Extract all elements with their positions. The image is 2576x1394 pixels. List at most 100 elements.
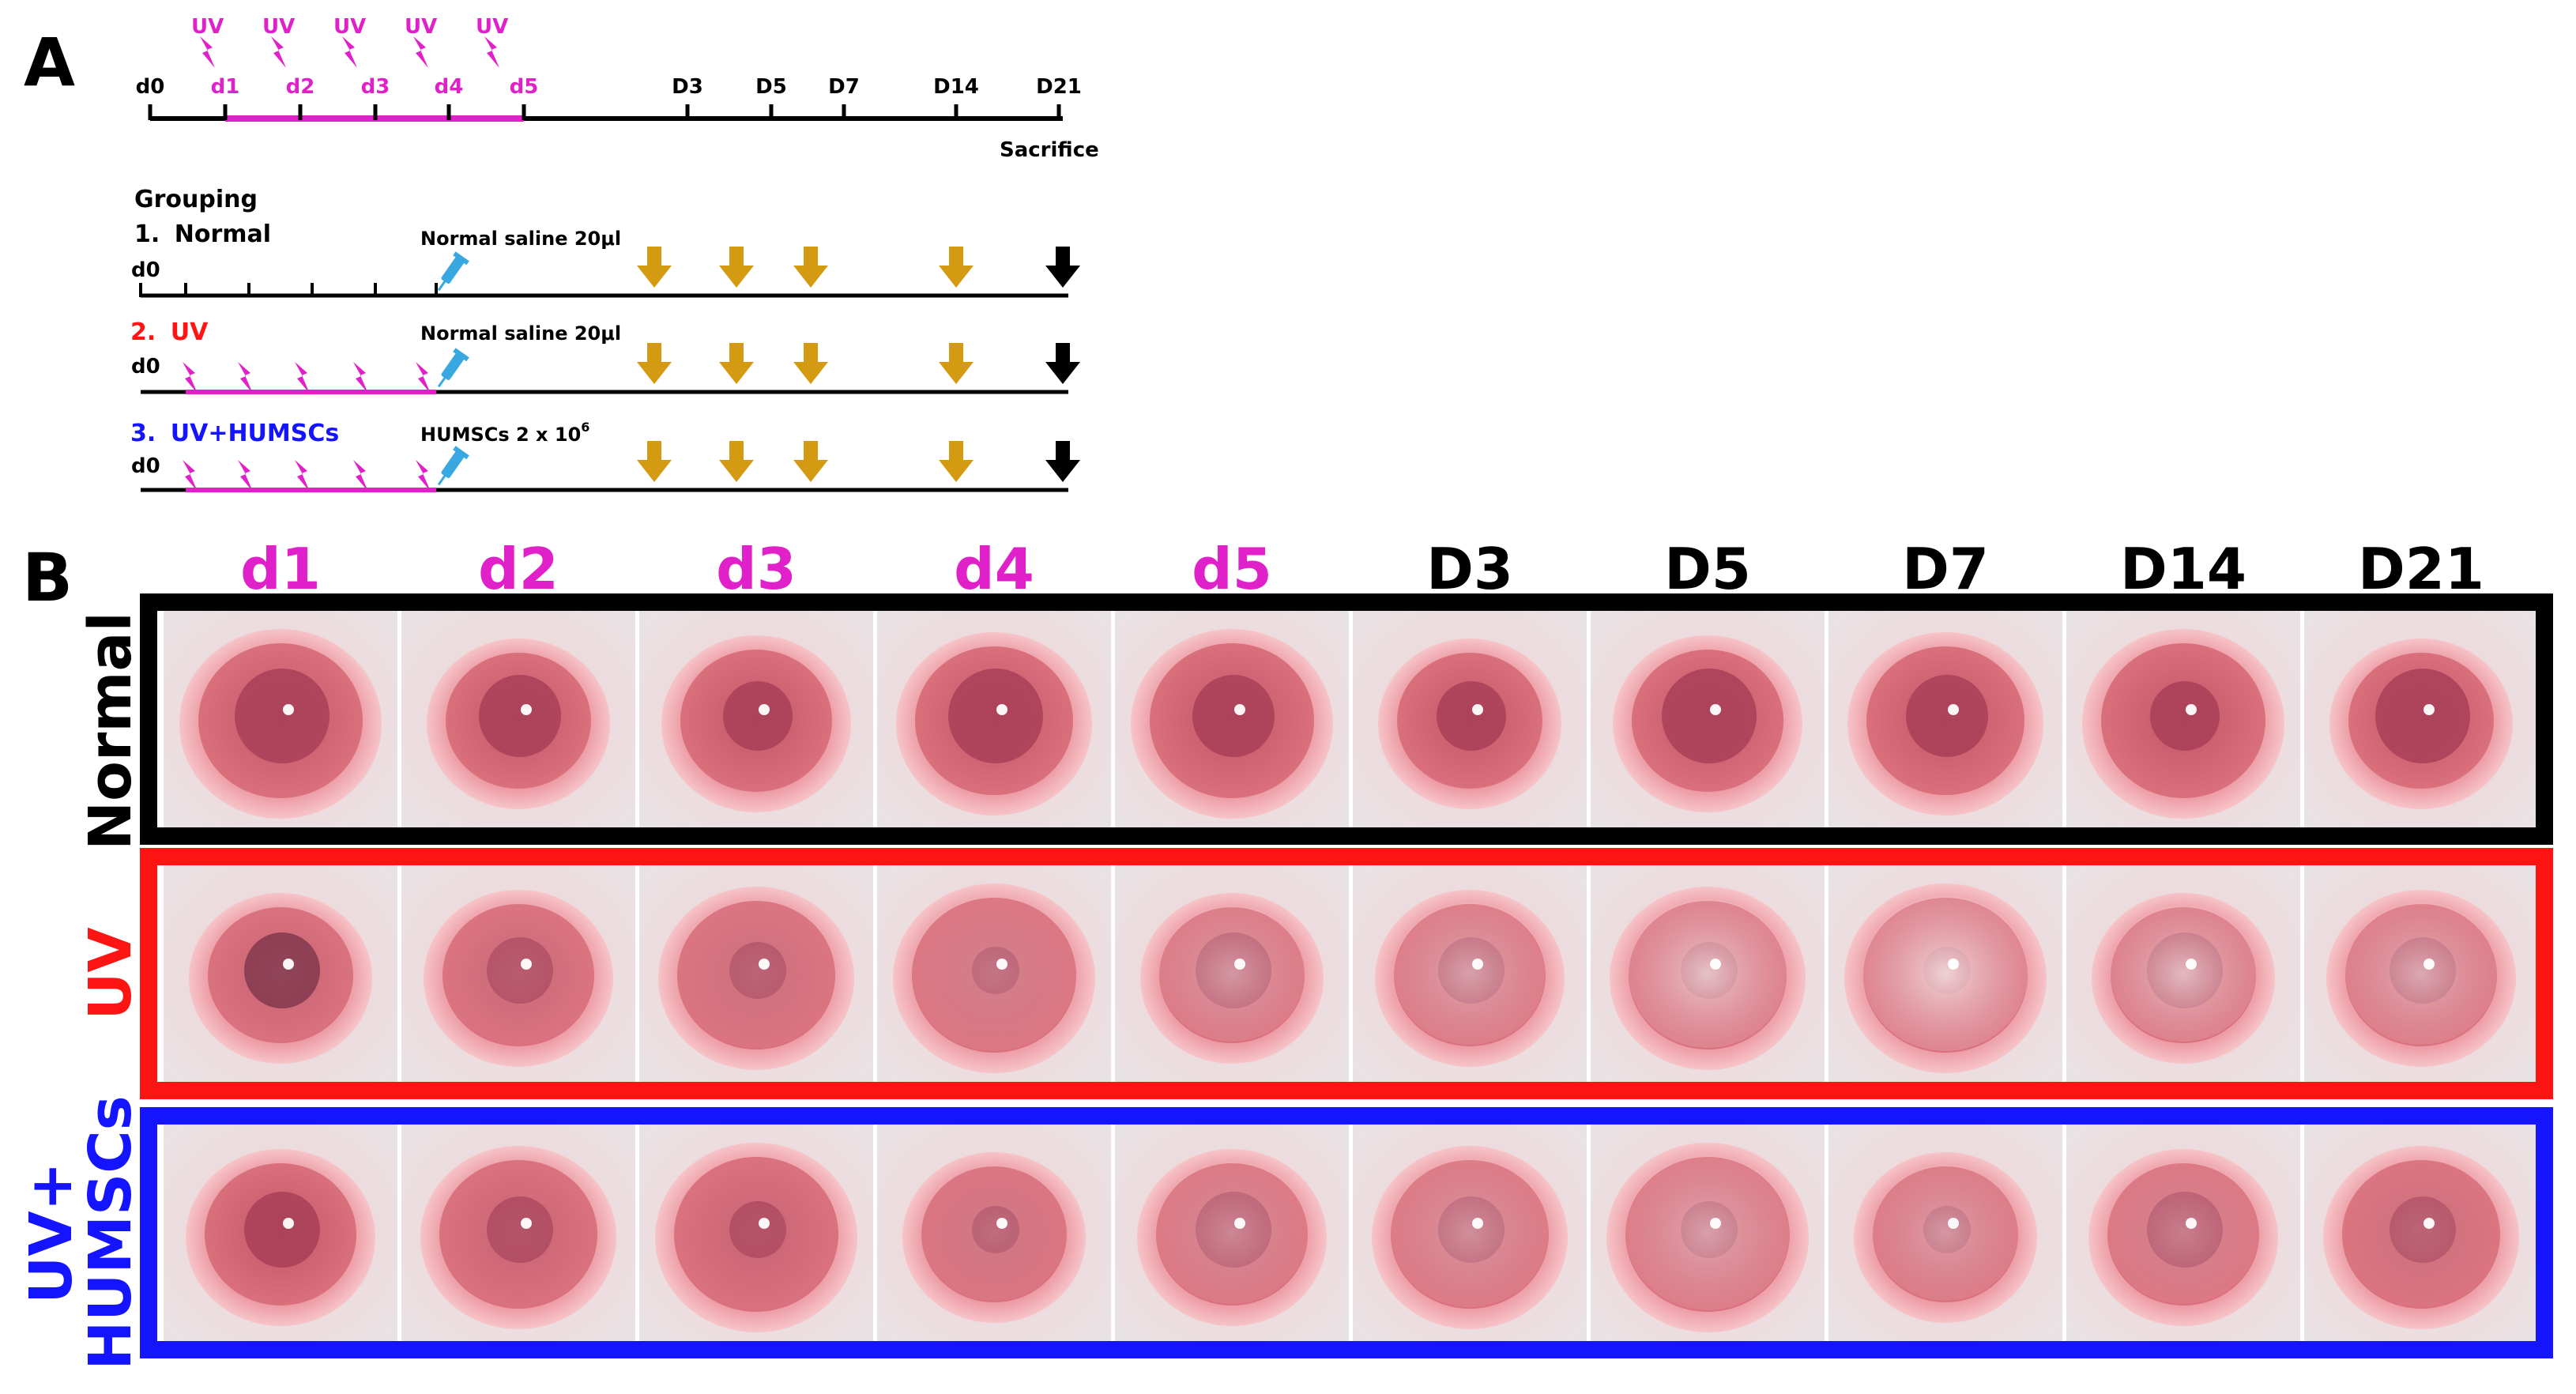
group-uv-humscs-timeline: 3. UV+HUMSCs HUMSCs 2 x 106 d0 bbox=[130, 420, 1068, 492]
followup-arrow-icon bbox=[719, 247, 754, 288]
lightning-icon bbox=[200, 36, 215, 68]
eye-photo bbox=[401, 1123, 635, 1343]
light-reflection bbox=[1472, 959, 1483, 970]
grouping-title: Grouping bbox=[134, 186, 258, 213]
light-reflection bbox=[996, 704, 1007, 715]
followup-arrow-icon bbox=[793, 441, 828, 482]
light-reflection bbox=[1948, 959, 1959, 970]
light-reflection bbox=[521, 1218, 532, 1229]
column-header: D5 bbox=[1664, 536, 1751, 602]
eye-photo bbox=[401, 864, 635, 1083]
eye-photo bbox=[164, 864, 397, 1083]
eye-photo bbox=[164, 1123, 397, 1343]
eye-photo bbox=[639, 864, 873, 1083]
light-reflection bbox=[1948, 704, 1959, 715]
lightning-icon bbox=[183, 362, 198, 394]
light-reflection bbox=[1234, 959, 1245, 970]
eye-photo bbox=[2304, 609, 2538, 829]
eye-photo bbox=[1115, 864, 1349, 1083]
eye-photo bbox=[1591, 864, 1825, 1083]
followup-arrow-icon bbox=[793, 247, 828, 288]
eye-photo bbox=[1115, 609, 1349, 829]
followup-arrow-icon bbox=[939, 247, 974, 288]
light-reflection bbox=[1472, 1218, 1483, 1229]
light-reflection bbox=[2186, 704, 2197, 715]
followup-arrow-icon bbox=[939, 441, 974, 482]
uv-label: UV bbox=[262, 15, 295, 39]
light-reflection bbox=[1710, 959, 1721, 970]
row-label-uv-humscs-line1: UV+ bbox=[17, 1162, 85, 1303]
row-label-uv: UV bbox=[77, 927, 145, 1019]
row-frame-normal bbox=[140, 593, 2553, 845]
eye-photo bbox=[1353, 609, 1587, 829]
eye-photo bbox=[877, 609, 1111, 829]
light-reflection bbox=[2186, 959, 2197, 970]
column-header: D7 bbox=[1902, 536, 1989, 602]
uv-label: UV bbox=[191, 15, 224, 39]
light-reflection bbox=[1948, 1218, 1959, 1229]
eye-photo bbox=[1353, 864, 1587, 1083]
lightning-icon bbox=[484, 36, 499, 68]
light-reflection bbox=[521, 959, 532, 970]
group-normal-d0: d0 bbox=[131, 258, 160, 282]
light-reflection bbox=[996, 1218, 1007, 1229]
sacrifice-label: Sacrifice bbox=[1000, 138, 1099, 162]
followup-arrow-icon bbox=[637, 247, 672, 288]
followup-arrow-icon bbox=[637, 441, 672, 482]
day-label: d2 bbox=[286, 75, 315, 99]
group-uv-timeline: 2. UV Normal saline 20μl d0 bbox=[130, 318, 1068, 394]
group-uv-d0: d0 bbox=[131, 355, 160, 379]
eye-photo bbox=[401, 609, 635, 829]
light-reflection bbox=[1472, 704, 1483, 715]
eye-photo bbox=[1115, 1123, 1349, 1343]
lightning-icon bbox=[295, 362, 310, 394]
lightning-icon bbox=[353, 460, 368, 492]
light-reflection bbox=[1710, 1218, 1721, 1229]
uv-label: UV bbox=[405, 15, 437, 39]
column-headers: d1 d2 d3 d4 d5 D3 D5 D7 D14 D21 bbox=[240, 536, 2484, 602]
eye-photo bbox=[1828, 864, 2062, 1083]
row-frame-uv bbox=[140, 848, 2553, 1099]
light-reflection bbox=[283, 959, 294, 970]
followup-arrow-icon bbox=[793, 343, 828, 384]
light-reflection bbox=[2423, 959, 2435, 970]
followup-arrow-icon bbox=[939, 343, 974, 384]
followup-arrow-icon bbox=[719, 441, 754, 482]
day-label: d1 bbox=[211, 75, 240, 99]
column-header: d1 bbox=[240, 536, 321, 602]
eye-photo bbox=[2304, 864, 2538, 1083]
sacrifice-arrow-icon bbox=[1045, 343, 1080, 384]
lightning-icon bbox=[271, 36, 286, 68]
row-label-normal: Normal bbox=[77, 612, 145, 850]
row-label-uv-humscs-line2: HUMSCs bbox=[77, 1095, 145, 1370]
day-label: d0 bbox=[136, 75, 165, 99]
sacrifice-arrow-icon bbox=[1045, 441, 1080, 482]
row-labels: Normal UV UV+ HUMSCs bbox=[17, 612, 145, 1370]
eye-photo bbox=[1828, 1123, 2062, 1343]
group-normal-treatment: Normal saline 20μl bbox=[420, 228, 621, 250]
eye-photo-grid bbox=[164, 609, 2538, 1343]
uv-label: UV bbox=[333, 15, 366, 39]
lightning-icon bbox=[416, 362, 431, 394]
followup-arrow-icon bbox=[719, 343, 754, 384]
followup-day-label: D5 bbox=[755, 75, 787, 99]
day-label: d4 bbox=[435, 75, 464, 99]
column-header: d3 bbox=[716, 536, 797, 602]
light-reflection bbox=[759, 1218, 770, 1229]
eye-photo bbox=[1353, 1123, 1587, 1343]
lightning-icon bbox=[183, 460, 198, 492]
light-reflection bbox=[283, 1218, 294, 1229]
group-uv-title: 2. UV bbox=[130, 318, 209, 346]
eye-photo bbox=[1828, 609, 2062, 829]
column-header: d2 bbox=[478, 536, 559, 602]
followup-arrow-icon bbox=[637, 343, 672, 384]
column-header: d4 bbox=[954, 536, 1034, 602]
lightning-icon bbox=[238, 362, 253, 394]
eye-photo bbox=[1591, 1123, 1825, 1343]
followup-day-label: D7 bbox=[828, 75, 860, 99]
uv-label: UV bbox=[476, 15, 508, 39]
light-reflection bbox=[283, 704, 294, 715]
eye-photo bbox=[2304, 1123, 2538, 1343]
light-reflection bbox=[2186, 1218, 2197, 1229]
